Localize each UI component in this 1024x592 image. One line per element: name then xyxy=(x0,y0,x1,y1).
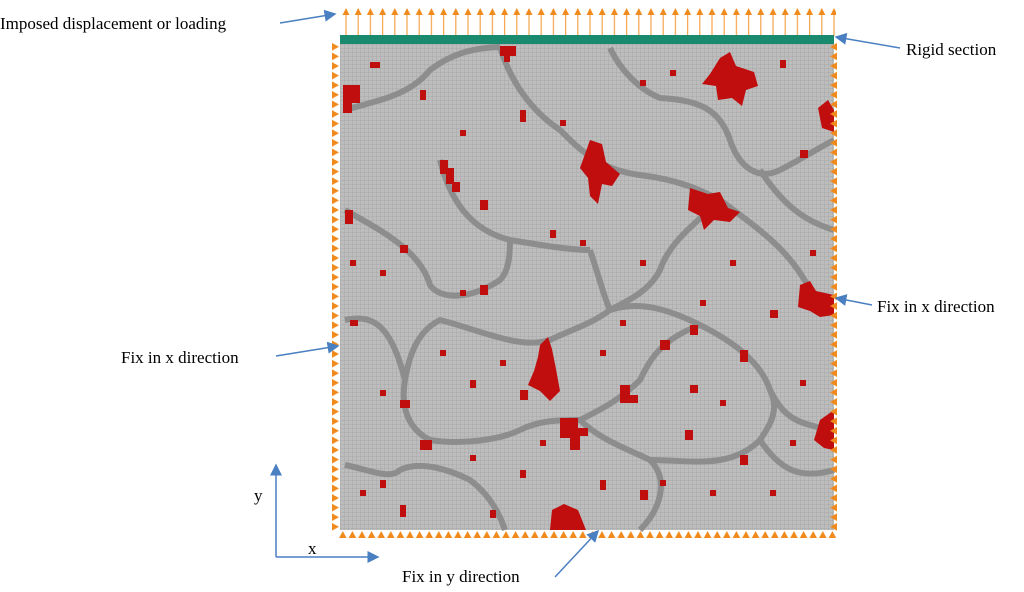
left-supports xyxy=(330,42,340,532)
bottom-supports xyxy=(338,529,836,539)
rigid-section xyxy=(340,35,834,44)
damage-zones xyxy=(343,46,834,530)
fix-y-label: Fix in y direction xyxy=(402,567,520,586)
rigid-label: Rigid section xyxy=(906,40,997,59)
fix-x-left-label: Fix in x direction xyxy=(121,348,239,367)
loading-label: Imposed displacement or loading xyxy=(0,14,227,33)
callout-arrows xyxy=(270,9,901,578)
x-axis-label: x xyxy=(308,539,317,558)
load-arrows xyxy=(338,6,836,36)
y-axis-label: y xyxy=(254,486,263,505)
grain-boundaries xyxy=(343,44,836,533)
fix-x-right-label: Fix in x direction xyxy=(877,297,995,316)
right-supports xyxy=(829,42,839,532)
mesh xyxy=(340,44,834,530)
